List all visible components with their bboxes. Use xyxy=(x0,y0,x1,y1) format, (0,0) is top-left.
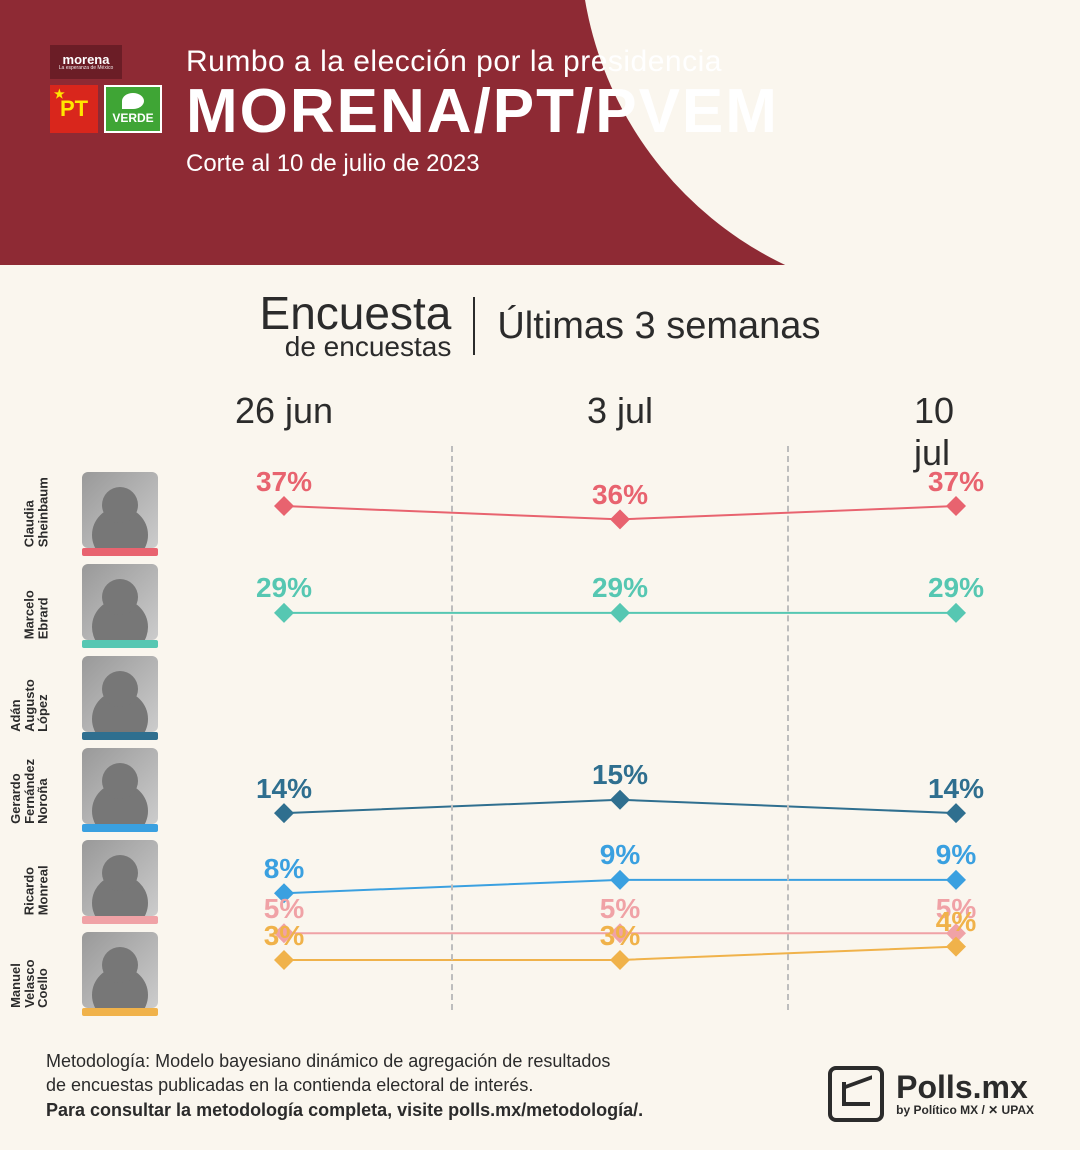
series-marker xyxy=(610,602,630,622)
logo-verde: VERDE xyxy=(104,85,162,133)
series-marker xyxy=(946,803,966,823)
series-marker xyxy=(610,509,630,529)
methodology-l1: Metodología: Modelo bayesiano dinámico d… xyxy=(46,1049,643,1073)
value-label: 29% xyxy=(928,572,984,604)
series-marker xyxy=(274,950,294,970)
value-label: 9% xyxy=(600,839,640,871)
section-left-l2: de encuestas xyxy=(260,334,452,359)
section-right: Últimas 3 semanas xyxy=(497,305,820,348)
gridline xyxy=(451,446,453,1010)
series-marker xyxy=(946,496,966,516)
candidate-5: ManuelVelascoCoello xyxy=(40,932,170,1008)
logo-morena: morena La esperanza de México xyxy=(50,45,122,79)
candidate-name: AdánAugustoLópez xyxy=(9,648,50,732)
series-marker xyxy=(274,803,294,823)
candidate-color-bar xyxy=(82,1008,158,1016)
value-label: 3% xyxy=(600,920,640,952)
logo-morena-sub: La esperanza de México xyxy=(59,66,113,71)
series-marker xyxy=(946,602,966,622)
value-label: 29% xyxy=(256,572,312,604)
candidate-photo xyxy=(82,564,158,640)
date-label: 3 jul xyxy=(587,390,653,432)
value-label: 36% xyxy=(592,479,648,511)
value-label: 14% xyxy=(256,773,312,805)
section-title: Encuesta de encuestas Últimas 3 semanas xyxy=(0,293,1080,360)
header-banner: morena La esperanza de México PT VERDE R… xyxy=(0,0,1080,265)
series-marker xyxy=(946,869,966,889)
series-marker xyxy=(274,496,294,516)
logo-pt-text: PT xyxy=(60,96,88,122)
value-label: 3% xyxy=(264,920,304,952)
candidate-1: MarceloEbrard xyxy=(40,564,170,640)
series-marker xyxy=(610,789,630,809)
section-divider xyxy=(473,297,475,355)
candidate-name: GerardoFernándezNoroña xyxy=(9,740,50,824)
value-label: 14% xyxy=(928,773,984,805)
candidate-color-bar xyxy=(82,640,158,648)
candidate-0: ClaudiaSheinbaum xyxy=(40,472,170,548)
value-label: 8% xyxy=(264,853,304,885)
gridline xyxy=(787,446,789,1010)
chart: ClaudiaSheinbaum MarceloEbrard AdánAugusto… xyxy=(40,390,1040,1010)
candidate-photo xyxy=(82,656,158,732)
header-text: Rumbo a la elección por la presidencia M… xyxy=(186,45,779,178)
series-marker xyxy=(946,936,966,956)
candidate-2: AdánAugustoLópez xyxy=(40,656,170,732)
candidate-3: GerardoFernándezNoroña xyxy=(40,748,170,824)
brand-by: by Político MX / ✕ UPAX xyxy=(896,1103,1034,1117)
candidate-color-bar xyxy=(82,916,158,924)
methodology-l2: de encuestas publicadas en la contienda … xyxy=(46,1073,643,1097)
value-label: 29% xyxy=(592,572,648,604)
date-labels: 26 jun3 jul10 jul xyxy=(200,390,1040,436)
series-marker xyxy=(610,950,630,970)
party-logos: morena La esperanza de México PT VERDE xyxy=(50,45,162,133)
series-marker xyxy=(610,869,630,889)
header-pretitle: Rumbo a la elección por la presidencia xyxy=(186,45,779,79)
value-label: 37% xyxy=(928,466,984,498)
header-subtitle: Corte al 10 de julio de 2023 xyxy=(186,150,779,178)
footer: Metodología: Modelo bayesiano dinámico d… xyxy=(46,1049,1034,1122)
logo-pt: PT xyxy=(50,85,98,133)
candidate-photo xyxy=(82,748,158,824)
header-title: MORENA/PT/PVEM xyxy=(186,79,779,144)
series-marker xyxy=(274,602,294,622)
methodology: Metodología: Modelo bayesiano dinámico d… xyxy=(46,1049,643,1122)
candidate-name: ManuelVelascoCoello xyxy=(9,924,50,1008)
methodology-bold: Para consultar la metodología completa, … xyxy=(46,1098,643,1122)
candidate-photo xyxy=(82,840,158,916)
value-label: 37% xyxy=(256,466,312,498)
candidate-photo xyxy=(82,472,158,548)
candidate-4: RicardoMonreal xyxy=(40,840,170,916)
date-label: 26 jun xyxy=(235,390,333,432)
value-label: 4% xyxy=(936,906,976,938)
candidate-name: ClaudiaSheinbaum xyxy=(23,464,50,548)
brand-name: Polls.mx xyxy=(896,1071,1034,1103)
plot-area: 26 jun3 jul10 jul 37%36%37%29%29%29%14%1… xyxy=(200,390,1040,1010)
section-left-l1: Encuesta xyxy=(260,293,452,334)
candidate-color-bar xyxy=(82,732,158,740)
logo-verde-text: VERDE xyxy=(112,111,153,125)
candidate-name: MarceloEbrard xyxy=(23,556,50,640)
candidate-name: RicardoMonreal xyxy=(23,832,50,916)
brand: Polls.mx by Político MX / ✕ UPAX xyxy=(828,1066,1034,1122)
brand-logo-icon xyxy=(828,1066,884,1122)
value-label: 15% xyxy=(592,759,648,791)
candidate-photo xyxy=(82,932,158,1008)
tucan-icon xyxy=(122,93,144,109)
candidate-color-bar xyxy=(82,824,158,832)
value-label: 9% xyxy=(936,839,976,871)
candidate-color-bar xyxy=(82,548,158,556)
